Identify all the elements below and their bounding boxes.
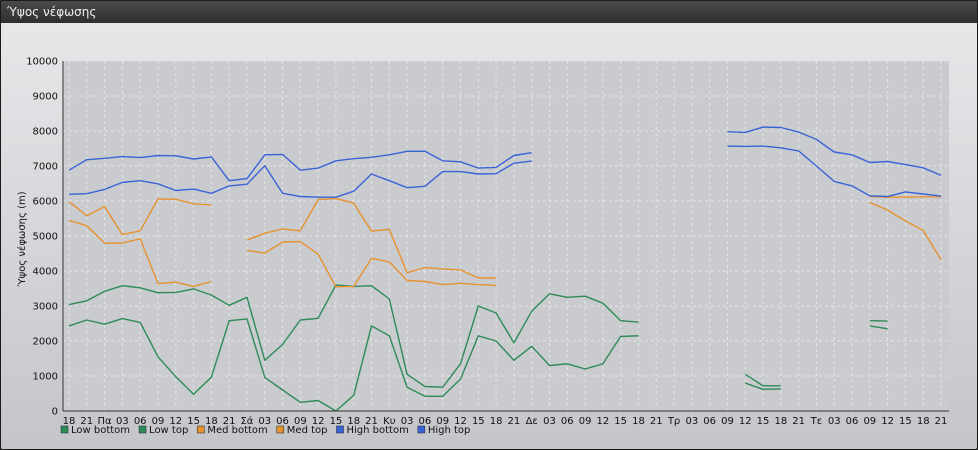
x-tick-label: 12 bbox=[881, 416, 894, 427]
legend-label: Med top bbox=[287, 425, 328, 436]
x-tick-label: 15 bbox=[757, 416, 770, 427]
x-tick-label: 03 bbox=[828, 416, 841, 427]
x-tick-label: 21 bbox=[365, 416, 378, 427]
x-tick-label: 12 bbox=[597, 416, 610, 427]
x-tick-label: 15 bbox=[330, 416, 343, 427]
series-line-high-bottom bbox=[68, 145, 942, 198]
x-tick-label: 03 bbox=[401, 416, 414, 427]
y-tick-label: 4000 bbox=[33, 267, 58, 278]
legend-swatch bbox=[138, 425, 147, 434]
x-tick-label: 06 bbox=[419, 416, 432, 427]
x-tick-label: 12 bbox=[454, 416, 467, 427]
x-tick-label: 03 bbox=[685, 416, 698, 427]
x-axis-ticks: 18 21 Πα 03 06 09 12 15 18 21 Σά 03 06 09 12 15 18 21 Κυ 03… bbox=[63, 415, 948, 427]
y-tick-label: 1000 bbox=[33, 372, 58, 383]
legend-swatch bbox=[197, 425, 205, 434]
x-tick-label: 06 bbox=[846, 416, 859, 427]
series-lines bbox=[68, 126, 942, 412]
x-tick-label: Τρ bbox=[667, 416, 680, 427]
y-tick-label: 9000 bbox=[33, 92, 58, 103]
series-line-high-top bbox=[68, 126, 942, 182]
x-tick-label: 06 bbox=[561, 416, 574, 427]
legend-swatch bbox=[417, 425, 426, 434]
y-tick-label: 3000 bbox=[33, 302, 58, 313]
x-tick-label: Τε bbox=[810, 416, 823, 427]
series-line-med-bottom bbox=[68, 201, 942, 288]
legend-swatch bbox=[276, 425, 285, 434]
x-tick-label: 18 bbox=[63, 416, 76, 427]
y-tick-label: 5000 bbox=[33, 232, 58, 243]
x-tick-label: 09 bbox=[579, 416, 592, 427]
x-tick-label: 12 bbox=[312, 416, 325, 427]
window-title: Ύψος νέφωσης bbox=[7, 5, 97, 19]
x-tick-label: 12 bbox=[169, 416, 182, 427]
x-tick-label: 12 bbox=[739, 416, 752, 427]
legend-label: High top bbox=[428, 425, 471, 436]
x-tick-label: 21 bbox=[223, 416, 236, 427]
x-tick-label: 06 bbox=[134, 416, 147, 427]
x-tick-label: 09 bbox=[863, 416, 876, 427]
axes bbox=[62, 61, 949, 412]
legend-swatch bbox=[60, 425, 69, 434]
x-tick-label: 03 bbox=[116, 416, 129, 427]
x-tick-label: 09 bbox=[294, 416, 307, 427]
x-tick-label: 18 bbox=[632, 416, 645, 427]
x-tick-label: 18 bbox=[774, 416, 787, 427]
x-tick-label: Δε bbox=[526, 416, 538, 427]
y-tick-label: 8000 bbox=[33, 127, 58, 138]
legend-label: Low top bbox=[149, 425, 188, 436]
x-tick-label: 21 bbox=[935, 416, 948, 427]
cloud-height-chart: 0 1000 2000 3000 4000 5000 6000 7000 8000 9000 100… bbox=[16, 57, 949, 436]
x-tick-label: 15 bbox=[472, 416, 485, 427]
legend-swatch bbox=[336, 425, 344, 434]
x-tick-label: 06 bbox=[276, 416, 289, 427]
legend: Low bottom Low top Med bottom Med top High b… bbox=[60, 425, 471, 436]
y-tick-label: 7000 bbox=[33, 162, 58, 173]
x-tick-label: 09 bbox=[436, 416, 449, 427]
y-axis-label: Ύψος νέφωσης (m) bbox=[16, 191, 28, 287]
x-tick-label: Κυ bbox=[383, 416, 396, 427]
x-tick-label: 18 bbox=[347, 416, 360, 427]
title-bar: Ύψος νέφωσης bbox=[1, 1, 977, 24]
x-tick-label: 15 bbox=[187, 416, 200, 427]
x-tick-label: 03 bbox=[258, 416, 271, 427]
x-tick-label: Πα bbox=[98, 416, 113, 427]
x-tick-label: 18 bbox=[490, 416, 503, 427]
y-tick-label: 10000 bbox=[26, 57, 58, 68]
x-tick-label: 09 bbox=[721, 416, 734, 427]
legend-label: Med bottom bbox=[207, 425, 267, 436]
x-tick-label: 15 bbox=[899, 416, 912, 427]
legend-label: High bottom bbox=[347, 425, 409, 436]
y-tick-label: 6000 bbox=[33, 197, 58, 208]
y-tick-label: 0 bbox=[52, 407, 58, 418]
gridlines bbox=[63, 60, 949, 412]
x-tick-label: Σά bbox=[240, 415, 253, 427]
y-axis-ticks: 0 1000 2000 3000 4000 5000 6000 7000 8000 9000 100… bbox=[26, 57, 58, 418]
x-tick-label: 21 bbox=[650, 416, 663, 427]
x-tick-label: 09 bbox=[152, 416, 165, 427]
series-line-low-bottom bbox=[68, 317, 888, 412]
x-tick-label: 18 bbox=[917, 416, 930, 427]
x-tick-label: 21 bbox=[508, 416, 521, 427]
x-tick-label: 15 bbox=[614, 416, 627, 427]
x-tick-label: 18 bbox=[205, 416, 218, 427]
x-tick-label: 06 bbox=[703, 416, 716, 427]
x-tick-label: 21 bbox=[792, 416, 805, 427]
chart-panel: 0 1000 2000 3000 4000 5000 6000 7000 8000 9000 100… bbox=[1, 23, 977, 449]
y-tick-label: 2000 bbox=[33, 337, 58, 348]
x-tick-label: 21 bbox=[80, 416, 93, 427]
x-tick-label: 03 bbox=[543, 416, 556, 427]
legend-label: Low bottom bbox=[71, 425, 130, 436]
